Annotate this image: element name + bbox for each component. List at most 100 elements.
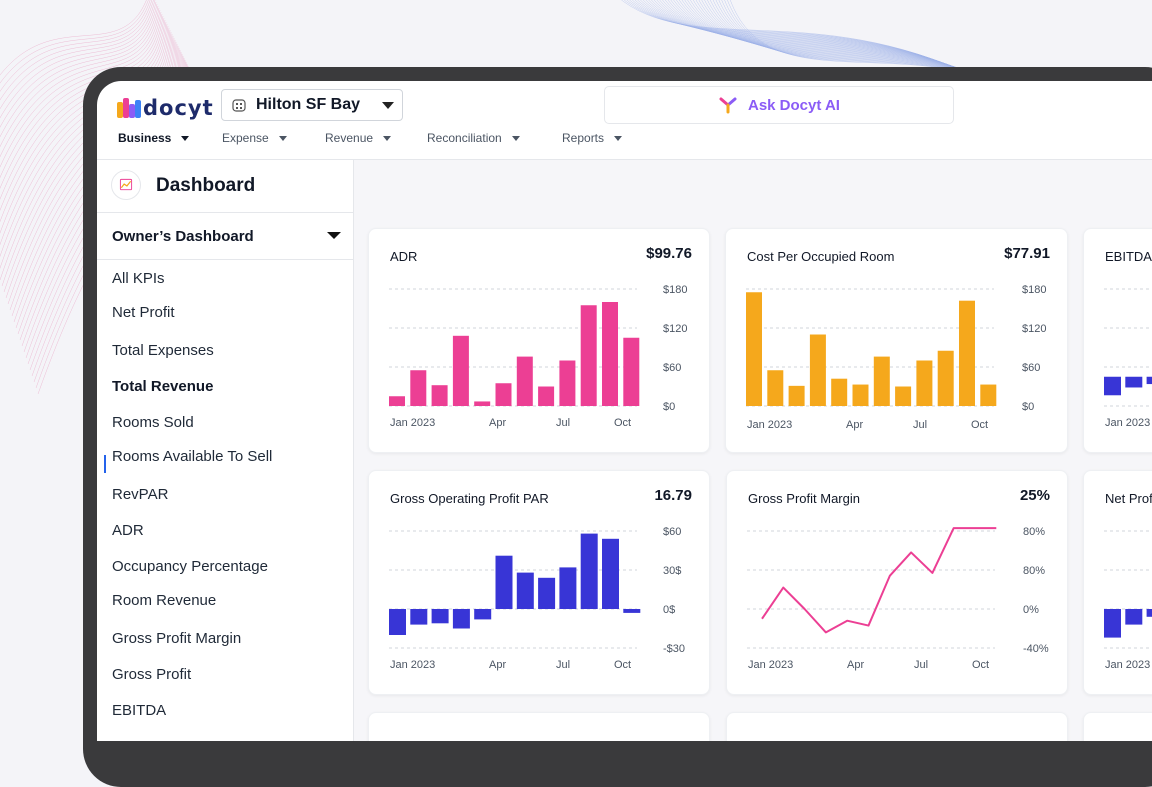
entity-name: Hilton SF Bay — [256, 96, 361, 113]
sidebar-item-all-kpis[interactable]: All KPIs — [112, 270, 165, 287]
building-icon — [232, 99, 246, 112]
chart-bar — [767, 370, 784, 406]
sidebar-item-occupancy[interactable]: Occupancy Percentage — [112, 558, 268, 575]
nav-tab-label: Reconciliation — [427, 131, 502, 145]
chart-bar — [410, 370, 427, 406]
card-value: $77.91 — [1004, 245, 1050, 262]
sidebar: Dashboard Owner’s Dashboard All KPIs Net… — [97, 160, 354, 741]
dashboard-chart-icon — [111, 170, 141, 200]
y-tick-label: 30$ — [663, 565, 681, 577]
y-tick-label: $60 — [663, 362, 681, 374]
chart-bar — [580, 305, 597, 406]
card-title: EBITDA — [1105, 249, 1152, 264]
nav-tab-reports[interactable]: Reports — [562, 131, 623, 160]
ask-docyt-ai-button[interactable]: Ask Docyt AI — [604, 86, 954, 124]
y-tick-label: $0 — [1022, 401, 1034, 413]
chart-bar — [1125, 609, 1143, 625]
chart-bar — [1146, 376, 1152, 385]
kpi-card-gross-profit-margin[interactable]: Gross Profit Margin 25% 80% 80% 0% -40% Jan … — [726, 470, 1068, 695]
chart-bar — [580, 533, 598, 609]
gross-operating-profit-par-chart: $60 30$ 0$ -$30 Jan 2023 Apr Jul Oct — [389, 526, 685, 671]
active-item-marker — [104, 455, 106, 473]
chevron-down-icon — [278, 136, 287, 142]
chart-bar — [516, 356, 533, 406]
chart-bar — [538, 577, 556, 609]
logo-text: docyt — [143, 96, 214, 120]
y-tick-label: 80% — [1023, 526, 1045, 538]
chart-series-line — [761, 527, 997, 634]
bg-wave-line — [0, 7, 160, 158]
chevron-down-icon — [511, 136, 520, 142]
sidebar-item-rooms-available[interactable]: Rooms Available To Sell — [112, 448, 273, 465]
chart-bar — [916, 360, 933, 406]
nav-tab-business[interactable]: Business — [107, 131, 199, 162]
app-window: docyt Hilton SF Bay Ask Docyt AI Busines… — [97, 81, 1152, 741]
bg-wave-line — [0, 0, 151, 92]
sidebar-item-gross-profit[interactable]: Gross Profit — [112, 666, 192, 683]
kpi-card-partial — [368, 712, 710, 741]
chevron-down-icon — [181, 136, 190, 142]
sidebar-title: Dashboard — [156, 175, 256, 196]
kpi-card-gross-operating-profit-par[interactable]: Gross Operating Profit PAR 16.79 $60 30$ 0… — [368, 470, 710, 695]
sidebar-item-total-expenses[interactable]: Total Expenses — [112, 342, 214, 359]
nav-tab-label: Business — [118, 131, 172, 145]
sidebar-item-ebitda[interactable]: EBITDA — [112, 702, 167, 719]
bg-wave-line — [0, 0, 152, 101]
sidebar-item-total-revenue[interactable]: Total Revenue — [112, 378, 214, 395]
bg-wave-line — [0, 11, 162, 179]
y-tick-label: 0$ — [663, 604, 675, 616]
sidebar-item-gross-profit-margin[interactable]: Gross Profit Margin — [112, 630, 242, 647]
chart-bar — [873, 356, 890, 406]
chart-bar — [1104, 609, 1121, 638]
x-tick-label: Jan 2023 — [1105, 417, 1150, 429]
x-tick-label: Jan 2023 — [1105, 659, 1150, 671]
chart-bar — [559, 360, 576, 406]
adr-chart: $180 $120 $60 $0 Jan 2023 Apr Jul Oct — [389, 284, 687, 429]
sidebar-item-net-profit[interactable]: Net Profit — [112, 304, 175, 321]
x-tick-label: Oct — [972, 659, 989, 671]
nav-tab-expense[interactable]: Expense — [222, 131, 287, 160]
bg-wave-line — [0, 9, 161, 168]
card-title: Gross Operating Profit PAR — [390, 491, 549, 506]
card-value: 25% — [1019, 487, 1050, 504]
logo-mark-icon — [117, 98, 141, 118]
nav-tab-reconciliation[interactable]: Reconciliation — [427, 131, 520, 160]
sidebar-item-revpar[interactable]: RevPAR — [112, 486, 169, 503]
kpi-card-partial — [726, 712, 1068, 741]
y-tick-label: $60 — [663, 526, 681, 538]
chart-bar — [895, 386, 912, 406]
chart-bar — [452, 609, 470, 629]
sidebar-item-adr[interactable]: ADR — [112, 522, 144, 539]
kpi-card-cost-per-occupied-room[interactable]: Cost Per Occupied Room $77.91 $180 $120 $6… — [725, 228, 1068, 453]
caret-down-icon — [327, 232, 341, 239]
chart-bar — [809, 334, 826, 406]
chevron-down-icon — [382, 102, 394, 109]
y-tick-label: $120 — [1022, 323, 1046, 335]
chart-bar — [389, 396, 405, 406]
chart-bar — [623, 337, 640, 406]
kpi-card-ebitda[interactable]: EBITDA Jan 2023 — [1083, 228, 1152, 453]
net-profit-chart: Jan 2023 — [1104, 530, 1152, 671]
chart-bar — [980, 384, 997, 406]
x-tick-label: Apr — [847, 659, 864, 671]
y-tick-label: $120 — [663, 323, 687, 335]
dashboard-select[interactable]: Owner’s Dashboard — [97, 212, 353, 260]
chart-bar — [623, 609, 641, 613]
chart-bar — [410, 609, 428, 625]
kpi-card-net-profit[interactable]: Net Prof Jan 2023 — [1083, 470, 1152, 695]
x-tick-label: Jan 2023 — [748, 659, 793, 671]
sidebar-item-rooms-sold[interactable]: Rooms Sold — [112, 414, 194, 431]
bg-wave-line — [0, 5, 159, 148]
chart-bar — [431, 609, 449, 624]
kpi-card-adr[interactable]: ADR $99.76 $180 $120 $60 $0 Jan 2023 Apr Jul Oc… — [368, 228, 710, 453]
card-value: 16.79 — [654, 487, 692, 504]
card-title: Net Prof — [1105, 491, 1152, 506]
x-tick-label: Jul — [914, 659, 928, 671]
nav-tab-revenue[interactable]: Revenue — [325, 131, 392, 160]
y-tick-label: $180 — [1022, 284, 1046, 296]
entity-selector[interactable]: Hilton SF Bay — [221, 89, 403, 121]
nav-divider — [97, 159, 1152, 160]
ask-docyt-ai-label: Ask Docyt AI — [748, 96, 840, 114]
sidebar-item-room-revenue[interactable]: Room Revenue — [112, 592, 217, 609]
chart-bar — [746, 292, 762, 406]
